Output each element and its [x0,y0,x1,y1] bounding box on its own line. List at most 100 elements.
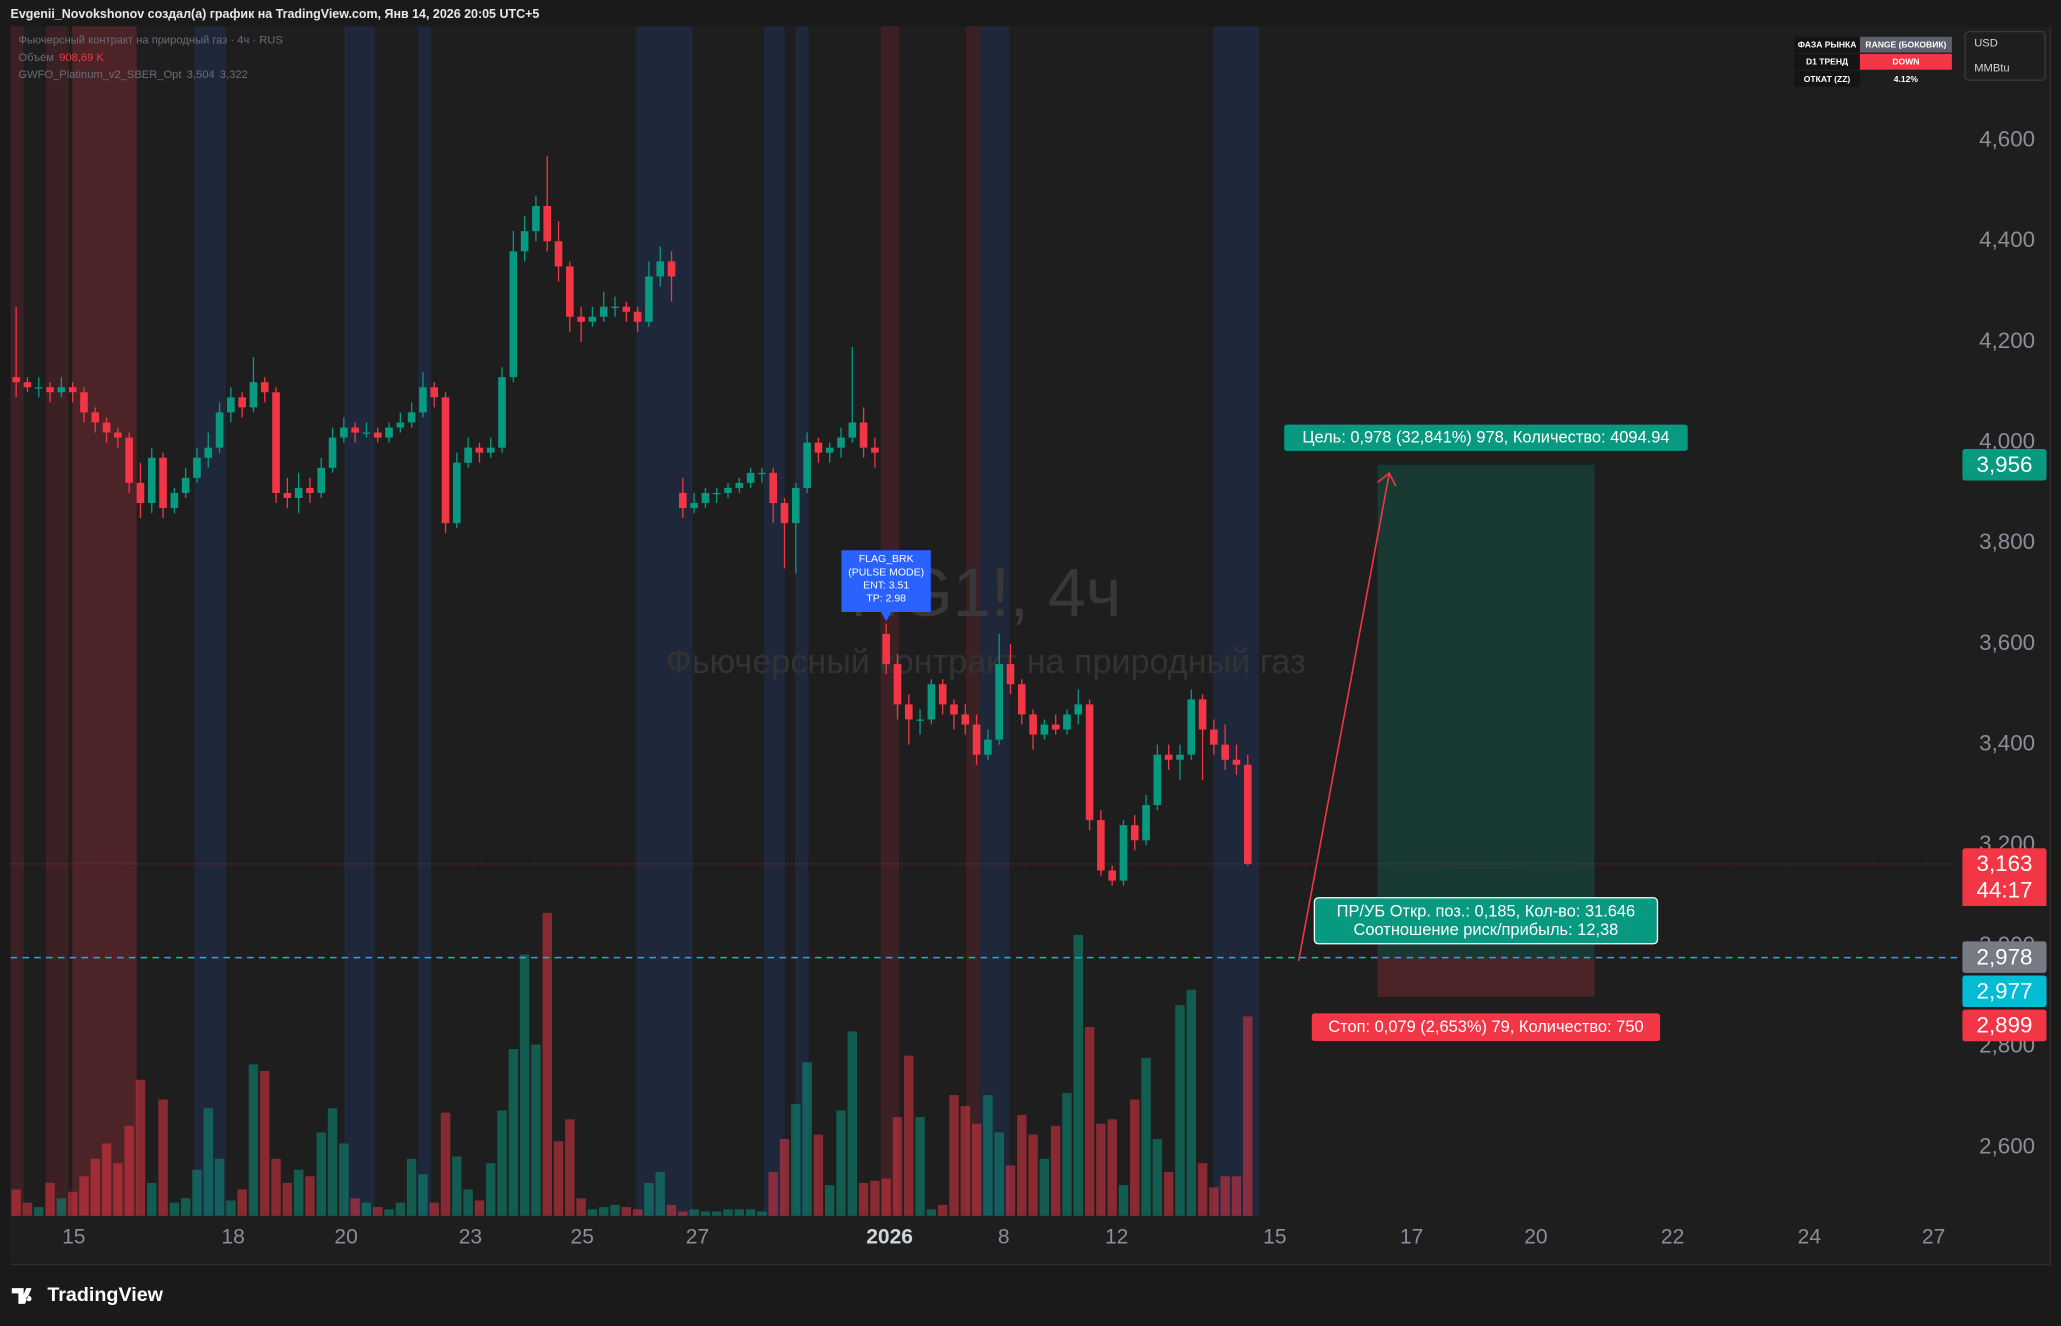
candle-body [351,427,359,433]
volume-bar [802,1062,812,1216]
candle-body [735,482,744,488]
volume-bar [565,1119,575,1216]
candle-body [23,382,32,388]
session-band [636,26,693,1216]
candle-body [622,306,631,312]
candle-body [136,482,145,504]
candle-body [871,447,879,453]
legend-volume-name: Объём [18,52,54,64]
volume-bar [395,1202,406,1216]
volume-bar [56,1198,67,1216]
volume-bar [1073,934,1084,1216]
volume-bar [542,912,552,1216]
candle-body [1232,759,1241,765]
price-badge-label: 2,899 [1977,1013,2033,1038]
candle-body [114,432,122,438]
candle-body [238,397,246,408]
volume-bar [508,1049,519,1216]
candle-body [1063,714,1071,730]
indicator-value: 3,322 [220,69,248,81]
candle-body [125,437,133,483]
volume-bar [1186,989,1197,1216]
candle-body [509,251,518,378]
candle-body [68,387,77,393]
y-tick-label: 3,800 [1979,529,2035,554]
x-tick-label: 24 [1798,1226,1822,1249]
candle-body [1142,805,1150,841]
candle-body [791,487,800,524]
volume-bar [463,1189,473,1216]
volume-bar [113,1163,123,1216]
x-tick-label: 2026 [866,1226,913,1249]
volume-bar [474,1200,485,1216]
x-tick-label: 12 [1105,1226,1128,1249]
candle-body [961,714,970,725]
logo: TradingView [11,1284,164,1306]
candle-body [1243,764,1252,864]
volume-bar [271,1158,281,1216]
volume-bar [519,954,530,1216]
candle-body [373,432,382,438]
candle-body [1176,754,1184,760]
plot-bg [10,26,2051,1265]
candle-body [984,739,992,755]
volume-bar [632,1209,643,1216]
price-badge [1962,975,2047,1008]
volume-bar [406,1158,417,1216]
volume-bar [1197,1163,1208,1216]
volume-bar [180,1198,191,1216]
candle-body [328,437,337,468]
candle-body [170,492,179,509]
candle-body [814,442,823,453]
volume-bar [779,1139,790,1216]
candle-body [837,437,845,448]
candle-body [532,206,540,232]
candle-body [893,664,902,705]
candle-body [950,704,958,715]
loss-zone [1377,957,1595,997]
volume-bar [960,1106,971,1216]
volume-bar [79,1176,89,1216]
candle-body [758,472,766,475]
candle-body [430,387,439,398]
center-label-bg [1313,897,1659,945]
session-band [795,26,809,1216]
volume-bar [1084,1027,1095,1216]
volume-bar [791,1103,801,1216]
volume-bar [282,1182,293,1216]
volume-bar [711,1211,722,1216]
legend-indicator: GWFO_Platinum_v2_SBER_Opt 3,504 3,322 [18,69,247,81]
unit: MMBtu [1974,62,2009,74]
candle-body [803,442,811,488]
candle-body [362,432,371,434]
candle-body [1164,754,1173,760]
volume-bar [824,1185,835,1216]
session-band [194,26,227,1216]
status-value: RANGE (БОКОВИК) [1865,40,1946,50]
candle-body [272,392,280,493]
candle-body [543,206,552,242]
volume-bar [892,1117,903,1216]
candle-body [475,447,484,453]
candle-body [317,467,326,493]
candle-body [927,684,936,720]
indicator-value: 3,504 [187,69,215,81]
unit-box[interactable] [1964,30,2046,81]
signal-text: (PULSE MODE) [848,566,924,578]
candle-body [498,377,506,448]
volume-bar [1163,1171,1174,1216]
volume-bar [1243,1016,1253,1216]
x-tick-label: 17 [1400,1226,1423,1249]
x-tick-label: 15 [1263,1226,1286,1249]
volume-bar [124,1125,134,1216]
volume-bar [949,1095,959,1216]
volume-bar [1152,1139,1163,1216]
center-label: Соотношение риск/прибыль: 12,38 [1354,921,1619,939]
candle-body [1074,704,1083,715]
candle-body [283,492,292,498]
signal-text: ENT: 3.51 [863,580,909,592]
y-tick-label: 4,400 [1979,227,2035,252]
volume-bar [11,1189,21,1216]
price-badge [1962,848,2047,880]
